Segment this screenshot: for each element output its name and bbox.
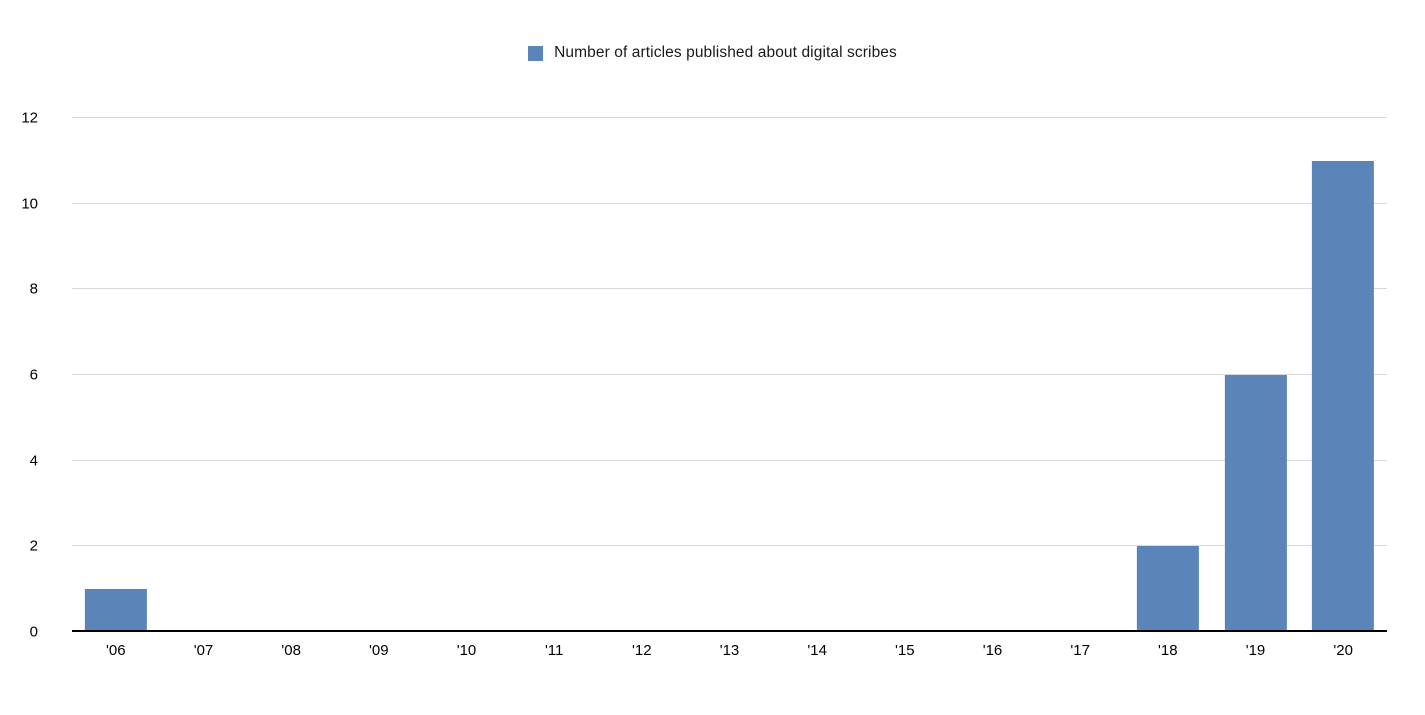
x-tick-label: '14	[807, 642, 827, 659]
bar	[1136, 546, 1199, 632]
chart-legend: Number of articles published about digit…	[0, 44, 1425, 62]
x-tick-label: '15	[895, 642, 915, 659]
bar	[1224, 375, 1287, 632]
x-tick-label: '06	[106, 642, 126, 659]
x-tick-label: '16	[982, 642, 1003, 659]
x-tick-label: '09	[369, 642, 389, 659]
x-tick-label: '12	[632, 642, 652, 659]
x-axis-line	[72, 630, 1387, 632]
x-tick-label: '17	[1070, 642, 1090, 659]
gridline	[72, 374, 1387, 375]
x-tick-label: '20	[1333, 642, 1353, 659]
x-tick-label: '11	[544, 642, 564, 659]
x-tick-label: '19	[1245, 642, 1266, 659]
bar	[1312, 160, 1375, 632]
x-tick-label: '08	[281, 642, 301, 659]
gridline	[72, 459, 1387, 461]
y-tick-label: 10	[21, 195, 38, 213]
x-tick-label: '07	[193, 642, 214, 659]
x-tick-label: '10	[456, 642, 477, 659]
y-tick-label: 8	[29, 280, 38, 298]
gridline	[72, 117, 1387, 118]
gridline	[72, 202, 1387, 204]
y-tick-label: 2	[29, 537, 38, 555]
y-tick-label: 12	[21, 109, 38, 127]
y-tick-label: 4	[29, 452, 38, 470]
plot-area: 0 2 4 6 8 10 12 '06 '07 '08 '09 '10 '11 '12 '13 '14 '15 '…	[21, 111, 1387, 658]
gridline	[72, 545, 1387, 547]
legend-label: Number of articles published about digit…	[554, 44, 897, 61]
x-tick-label: '18	[1158, 642, 1178, 659]
gridline	[72, 288, 1387, 290]
y-tick-label: 6	[29, 366, 38, 384]
legend-swatch-icon	[528, 45, 544, 61]
bar	[84, 589, 147, 632]
x-tick-label: '13	[719, 642, 740, 659]
y-tick-label: 0	[29, 623, 38, 641]
